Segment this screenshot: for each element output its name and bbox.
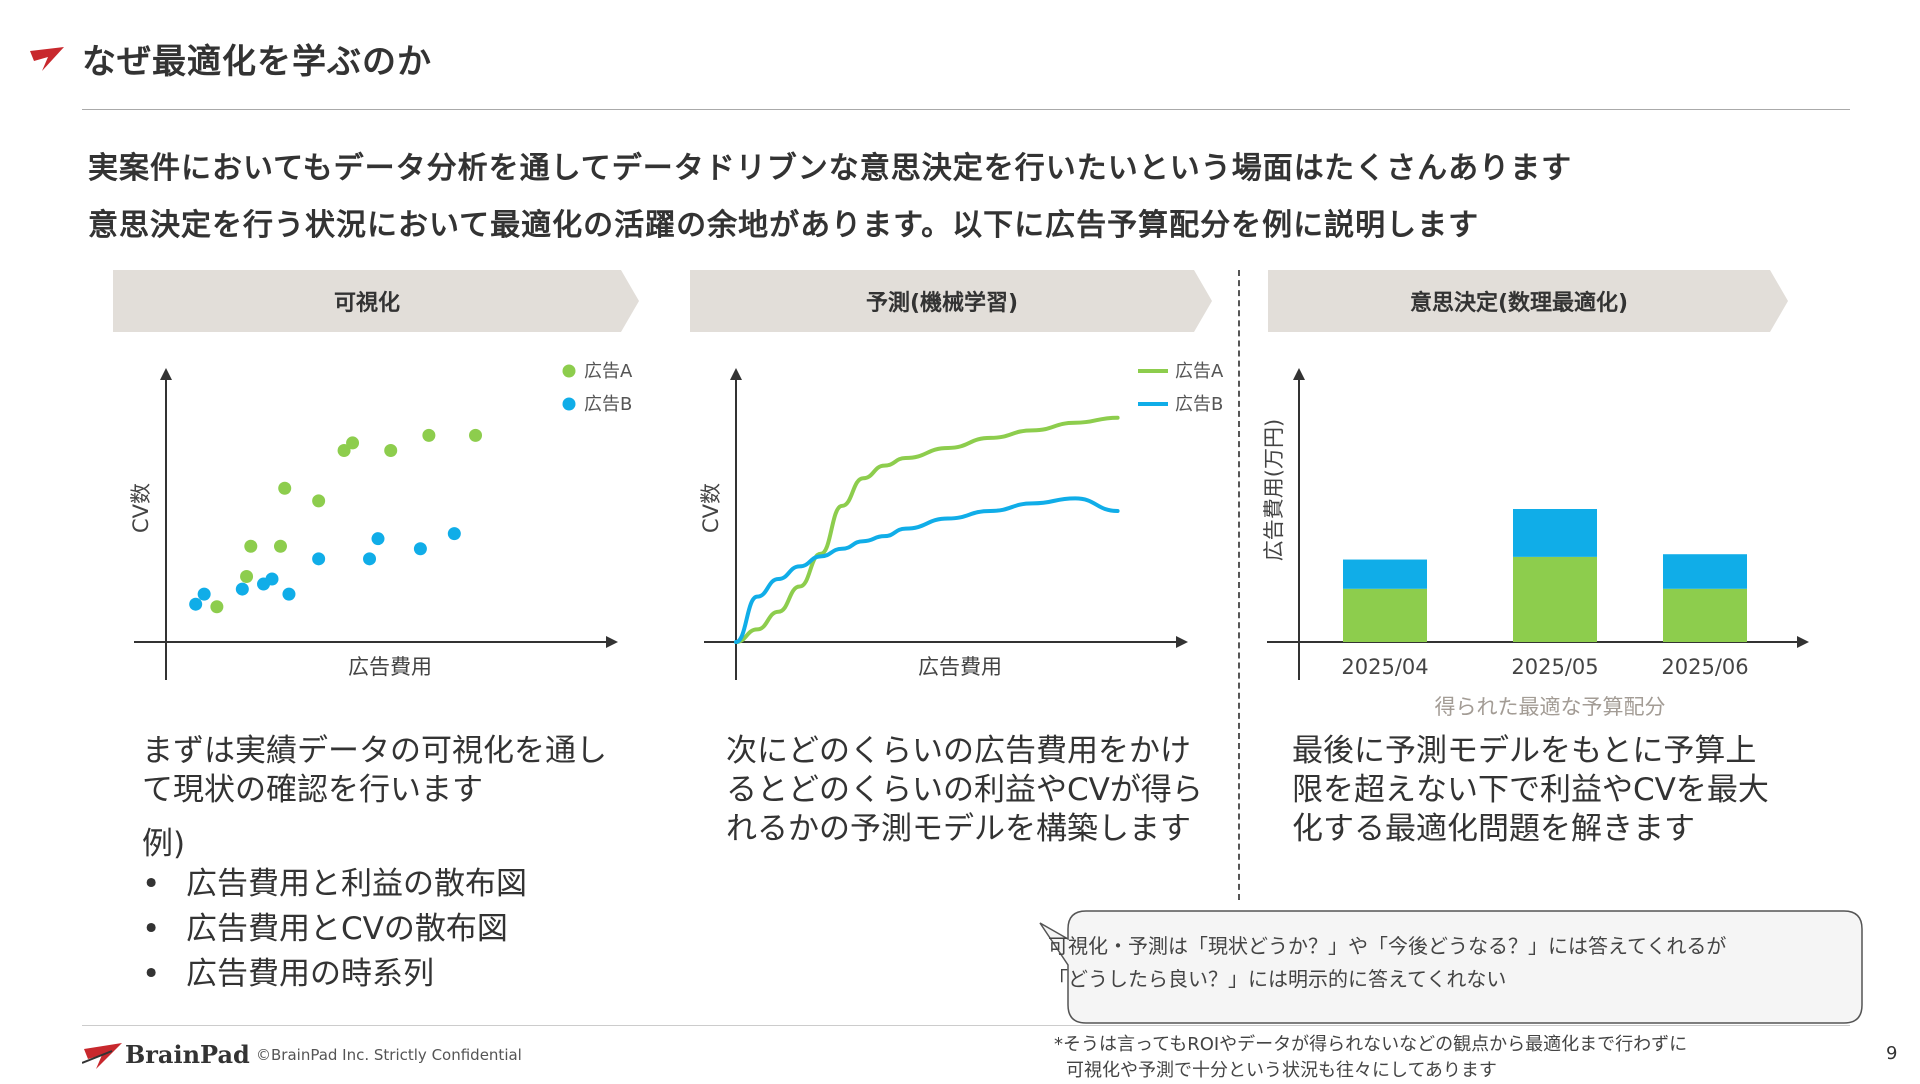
scatter-chart: 広告費用 CV数 広告A 広告B <box>129 361 633 680</box>
heading-visualization: 可視化 <box>333 291 400 316</box>
scatter-point-b-6 <box>312 552 326 566</box>
prediction-description: 次にどのくらいの広告費用をかけるとどのくらいの利益やCVが得られるかの予測モデル… <box>726 733 1203 847</box>
tick-label-2025-06: 2025/06 <box>1661 655 1748 679</box>
scatter-point-a-6 <box>337 443 351 457</box>
scatter-point-a-5 <box>312 494 326 508</box>
scatter-point-a-9 <box>422 428 436 442</box>
scatter-point-b-8 <box>371 532 385 546</box>
brand-name: BrainPad <box>125 1040 250 1069</box>
list-item: 広告費用の時系列 <box>142 952 527 997</box>
chart2-x-arrow <box>1176 636 1188 648</box>
tick-label-2025-05: 2025/05 <box>1511 655 1598 679</box>
bar-a-2025-06 <box>1663 588 1747 642</box>
scatter-point-a-1 <box>240 569 254 583</box>
bar-b-2025-06 <box>1663 554 1747 589</box>
chart1-legend-a-label: 広告A <box>584 361 633 382</box>
callout-bubble <box>1039 910 1863 1024</box>
bar-a-2025-04 <box>1343 588 1427 642</box>
chart3-y-arrow <box>1293 368 1305 380</box>
series-line-b <box>734 496 1120 644</box>
scatter-point-a-0 <box>210 600 224 614</box>
example-list: 広告費用と利益の散布図 広告費用とCVの散布図 広告費用の時系列 <box>142 862 527 997</box>
chart3-ylabel: 広告費用(万円) <box>1262 419 1286 561</box>
chart2-xlabel: 広告費用 <box>918 655 1002 679</box>
footnote-line-2: 可視化や予測で十分という状況も往々にしてあります <box>1066 1060 1497 1081</box>
chart3-subtitle: 得られた最適な予算配分 <box>1435 695 1666 719</box>
chart2-legend: 広告A 広告B <box>1138 361 1224 415</box>
page-number: 9 <box>1886 1043 1898 1064</box>
chart2-axes <box>704 368 1188 680</box>
chart1-y-arrow <box>160 368 172 380</box>
chart1-legend-b-marker <box>562 397 576 411</box>
callout-line-1: 可視化・予測は「現状どうか？」や「今後どうなる？」には答えてくれるが <box>1048 934 1727 958</box>
scatter-point-a-4 <box>278 481 292 495</box>
chart3-x-arrow <box>1797 636 1809 648</box>
decision-description: 最後に予測モデルをもとに予算上限を超えない下で利益やCVを最大化する最適化問題を… <box>1292 733 1769 847</box>
brainpad-logo-mark <box>82 1043 122 1069</box>
chart1-ylabel: CV数 <box>129 483 153 533</box>
chart1-legend-a-marker <box>562 364 576 378</box>
scatter-point-b-5 <box>282 587 296 601</box>
chart2-legend-a-label: 広告A <box>1175 361 1224 382</box>
chevron-visualization <box>113 270 639 332</box>
scatter-point-b-1 <box>197 587 211 601</box>
stacked-bar-chart: 広告費用(万円) 2025/04 2025/05 2025/06 得られた最適な予算… <box>1262 368 1809 719</box>
list-item: 広告費用と利益の散布図 <box>142 862 527 907</box>
chevron-decision <box>1268 270 1788 332</box>
chart2-y-arrow <box>730 368 742 380</box>
scatter-point-a-10 <box>469 428 483 442</box>
scatter-point-b-0 <box>189 597 203 611</box>
bar-b-2025-05 <box>1513 509 1597 557</box>
chart2-legend-b-label: 広告B <box>1175 394 1223 415</box>
callout-text: 可視化・予測は「現状どうか？」や「今後どうなる？」には答えてくれるが 「どうした… <box>1048 930 1828 996</box>
scatter-point-b-7 <box>363 552 377 566</box>
bar-b-2025-04 <box>1343 559 1427 589</box>
brand-logo-mark <box>30 47 64 71</box>
scatter-point-b-4 <box>265 572 279 586</box>
callout-line-2: 「どうしたら良い？」には明示的に答えてくれない <box>1048 967 1507 991</box>
scatter-point-b-2 <box>235 582 249 596</box>
footnote: *そうは言ってもROIやデータが得られないなどの観点から最適化まで行わずに 可視… <box>1054 1032 1687 1084</box>
series-line-a <box>734 415 1120 644</box>
tick-label-2025-04: 2025/04 <box>1341 655 1428 679</box>
scatter-point-a-3 <box>273 539 287 553</box>
chart1-legend: 広告A 広告B <box>562 361 633 415</box>
chevron-prediction <box>690 270 1212 332</box>
copyright: ©BrainPad Inc. Strictly Confidential <box>256 1046 522 1064</box>
page-title: なぜ最適化を学ぶのか <box>82 42 432 82</box>
chart1-legend-b-label: 広告B <box>584 394 632 415</box>
column-divider <box>1238 270 1240 900</box>
footnote-line-1: *そうは言ってもROIやデータが得られないなどの観点から最適化まで行わずに <box>1054 1034 1688 1055</box>
chart2-ylabel: CV数 <box>699 483 723 533</box>
heading-decision: 意思決定(数理最適化) <box>1409 291 1629 316</box>
bar-a-2025-05 <box>1513 556 1597 642</box>
footer-divider <box>82 1025 1850 1026</box>
chart1-xlabel: 広告費用 <box>348 655 432 679</box>
list-item: 広告費用とCVの散布図 <box>142 907 527 952</box>
scatter-point-b-10 <box>447 527 461 541</box>
title-divider <box>82 109 1850 110</box>
example-label: 例) <box>142 826 186 862</box>
visualization-description: まずは実績データの可視化を通して現状の確認を行います <box>142 733 607 808</box>
chart1-axes <box>134 368 618 680</box>
scatter-point-b-9 <box>413 542 427 556</box>
scatter-point-a-2 <box>244 539 258 553</box>
heading-prediction: 予測(機械学習) <box>865 291 1019 316</box>
scatter-point-a-8 <box>384 443 398 457</box>
chart1-x-arrow <box>606 636 618 648</box>
line-chart: 広告費用 CV数 広告A 広告B <box>699 361 1224 680</box>
scatter-point-a-7 <box>346 436 360 450</box>
lead-text-2: 意思決定を行う状況において最適化の活躍の余地があります。以下に広告予算配分を例に… <box>88 208 1480 243</box>
lead-text-1: 実案件においてもデータ分析を通してデータドリブンな意思決定を行いたいという場面は… <box>88 151 1573 186</box>
